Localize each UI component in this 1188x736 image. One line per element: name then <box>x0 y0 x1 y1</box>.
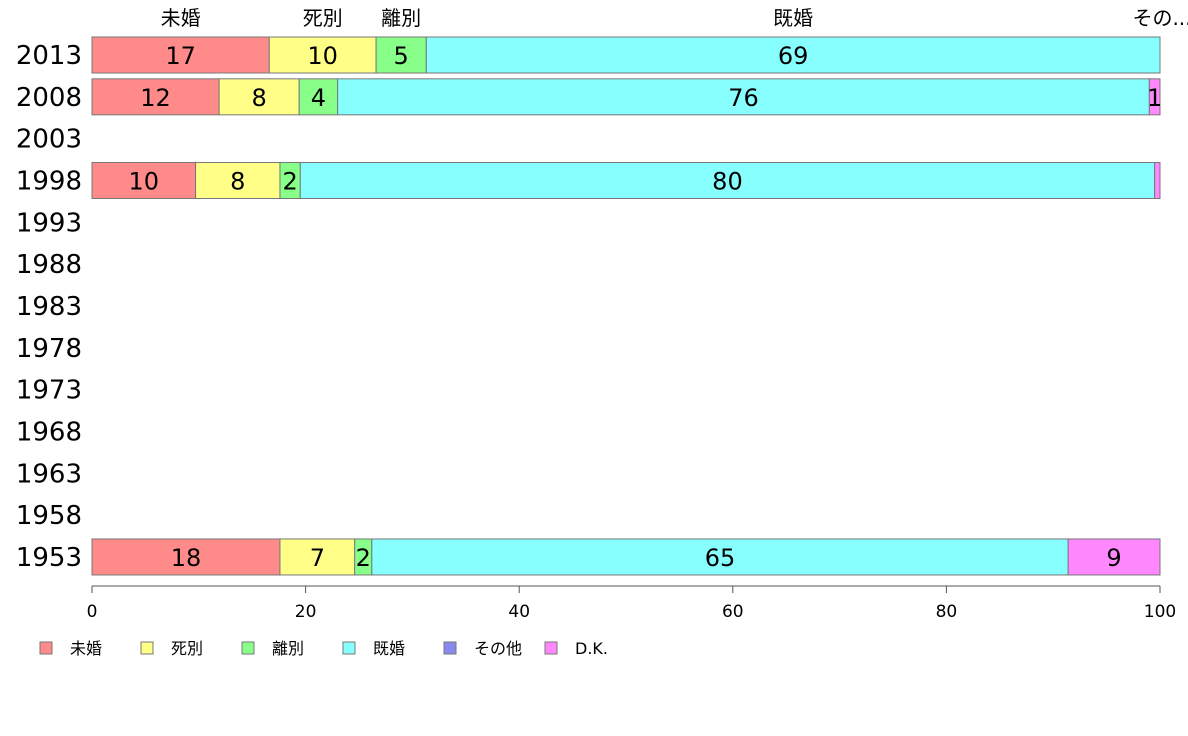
bar-segment <box>299 161 1156 199</box>
bar-segment <box>268 36 377 74</box>
data-label: 17 <box>165 42 196 70</box>
data-label: 65 <box>705 544 736 572</box>
legend-label: 既婚 <box>373 639 405 658</box>
legend-label: 離別 <box>272 639 304 658</box>
data-label: 2 <box>356 544 371 572</box>
bar-segment <box>218 78 300 116</box>
bar-segment <box>91 161 197 199</box>
x-tick-label: 40 <box>508 602 530 622</box>
legend-swatch <box>140 641 154 655</box>
data-label: 1 <box>1147 84 1162 112</box>
data-label: 2 <box>282 167 297 195</box>
x-tick-label: 60 <box>722 602 744 622</box>
category-label: 2013 <box>16 41 82 71</box>
x-tick-label: 0 <box>87 602 98 622</box>
segment-top-label: 離別 <box>381 6 421 30</box>
bar-segment <box>195 161 281 199</box>
data-label: 10 <box>307 42 338 70</box>
bar-segment <box>371 538 1069 576</box>
category-label: 1988 <box>16 250 82 280</box>
segment-top-label: 未婚 <box>161 6 201 30</box>
data-label: 10 <box>129 167 160 195</box>
bar-segment <box>375 36 427 74</box>
data-label: 8 <box>230 167 245 195</box>
data-label: 4 <box>311 84 326 112</box>
category-label: 1963 <box>16 459 82 489</box>
category-label: 2008 <box>16 83 82 113</box>
legend-label: D.K. <box>575 639 608 658</box>
bar-segment <box>1154 161 1161 199</box>
data-label: 80 <box>712 167 743 195</box>
legend-label: その他 <box>474 639 522 658</box>
data-label: 9 <box>1106 544 1121 572</box>
bar-segment <box>91 36 270 74</box>
category-label: 1983 <box>16 292 82 322</box>
category-label: 1953 <box>16 543 82 573</box>
bar-segment <box>91 78 220 116</box>
segment-top-label: 死別 <box>303 6 343 30</box>
category-label: 1993 <box>16 208 82 238</box>
bar-segment <box>425 36 1161 74</box>
x-tick-label: 80 <box>936 602 958 622</box>
category-label: 1973 <box>16 376 82 406</box>
category-label: 2003 <box>16 125 82 155</box>
data-label: 76 <box>728 84 759 112</box>
category-label: 1968 <box>16 417 82 447</box>
x-tick-label: 20 <box>295 602 317 622</box>
legend-swatch <box>342 641 356 655</box>
bar-segment <box>298 78 339 116</box>
bar-segment <box>1148 78 1161 116</box>
data-label: 5 <box>394 42 409 70</box>
category-label: 1958 <box>16 501 82 531</box>
legend-label: 死別 <box>171 639 203 658</box>
data-label: 12 <box>140 84 171 112</box>
x-tick-label: 100 <box>1144 602 1176 622</box>
category-label: 1978 <box>16 334 82 364</box>
bar-segment <box>337 78 1150 116</box>
bar-segment <box>1067 538 1161 576</box>
legend-label: 未婚 <box>70 639 102 658</box>
segment-top-label: 既婚 <box>773 6 813 30</box>
category-label: 1998 <box>16 166 82 196</box>
segment-top-label: その... <box>1132 6 1188 30</box>
data-label: 69 <box>778 42 809 70</box>
legend-swatch <box>241 641 255 655</box>
bar-segment <box>91 538 281 576</box>
data-label: 7 <box>310 544 325 572</box>
legend-swatch <box>443 641 457 655</box>
legend-swatch <box>39 641 53 655</box>
legend-swatch <box>544 641 558 655</box>
data-label: 8 <box>252 84 267 112</box>
data-label: 18 <box>171 544 202 572</box>
